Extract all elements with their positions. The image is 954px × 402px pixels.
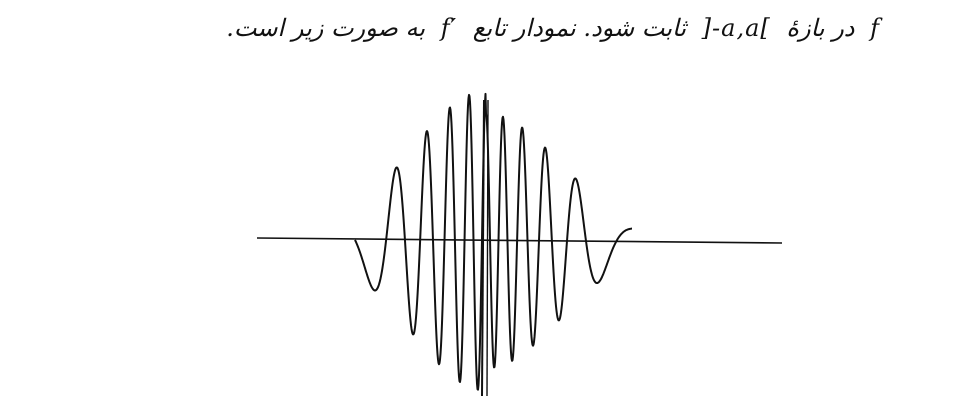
derivative-name: f′	[440, 14, 458, 42]
x-axis	[256, 237, 783, 244]
derivative-curve	[354, 92, 633, 391]
statement-part-2: ثابت شود. نمودار تابع	[472, 14, 687, 42]
statement-part-3: به صورت زیر است.	[226, 14, 426, 42]
statement-part-1: در بازهٔ	[786, 14, 855, 42]
interval: ]-a,a[	[701, 14, 771, 42]
problem-statement: f در بازهٔ ]-a,a[ ثابت شود. نمودار تابع …	[226, 14, 880, 42]
function-name: f	[870, 14, 880, 42]
